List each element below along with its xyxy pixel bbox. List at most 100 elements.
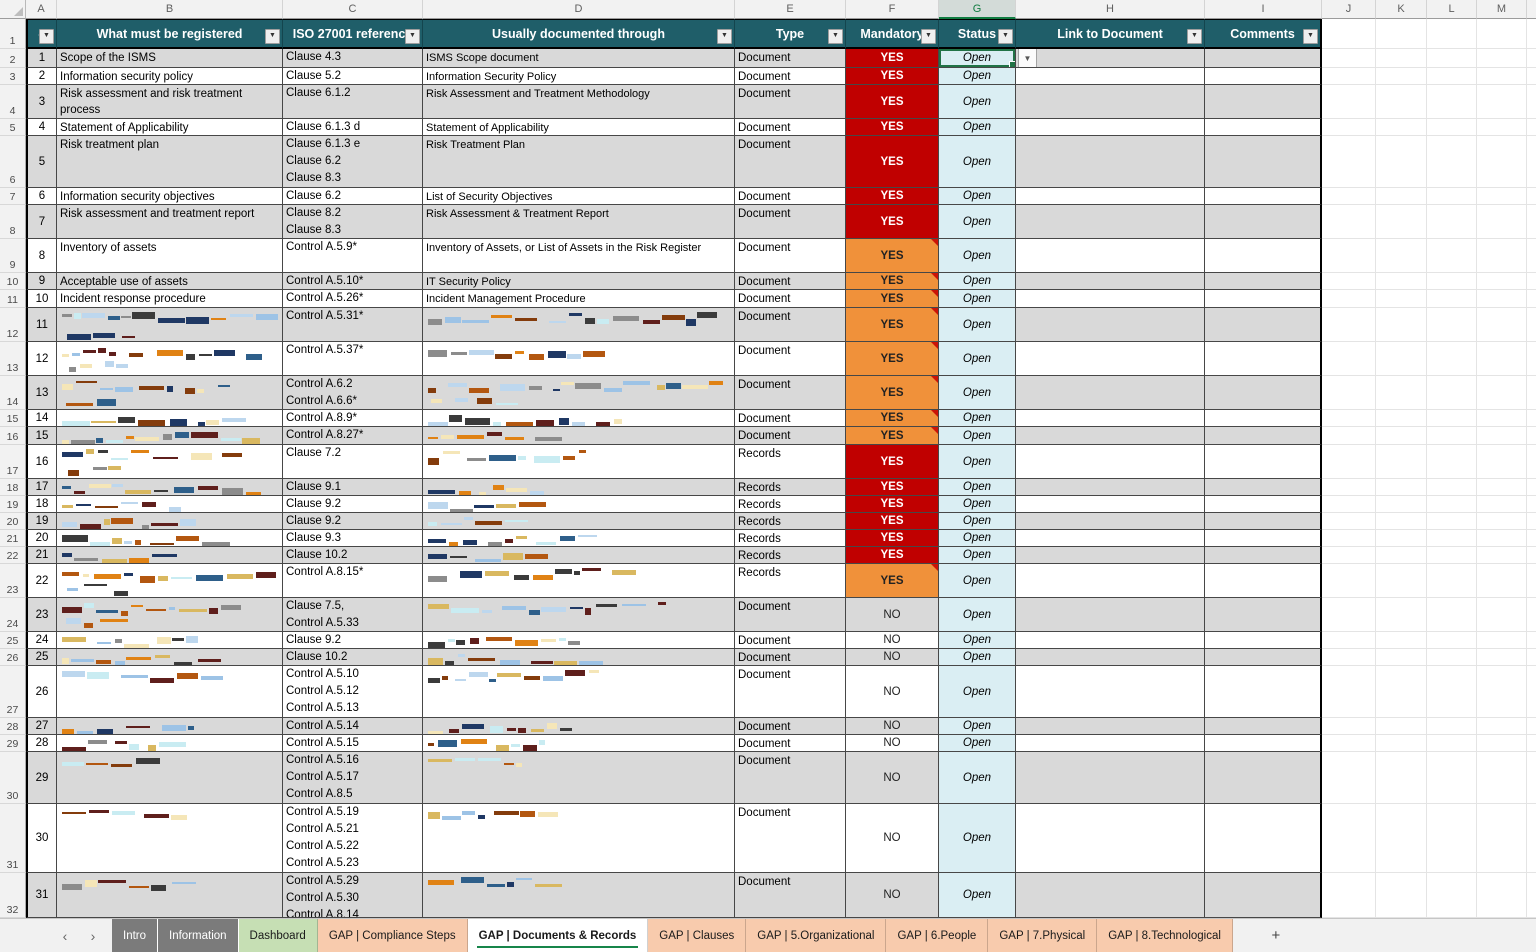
empty-cell[interactable]	[1477, 513, 1527, 530]
empty-cell[interactable]	[1376, 718, 1427, 735]
cell-registered[interactable]	[57, 752, 283, 804]
empty-cell[interactable]	[1322, 598, 1376, 632]
empty-cell[interactable]	[1477, 205, 1527, 239]
row-number[interactable]: 15	[0, 410, 26, 427]
column-header-D[interactable]: D	[423, 0, 735, 19]
cell-documented-through[interactable]	[423, 376, 735, 410]
empty-cell[interactable]	[1376, 68, 1427, 85]
cell-registered[interactable]	[57, 666, 283, 718]
empty-cell[interactable]	[1376, 496, 1427, 513]
cell-item-number[interactable]: 26	[26, 666, 57, 718]
cell-mandatory[interactable]: YES	[846, 273, 939, 290]
cell-comments[interactable]	[1205, 649, 1322, 666]
cell-item-number[interactable]: 30	[26, 804, 57, 873]
empty-cell[interactable]	[1322, 804, 1376, 873]
cell-status[interactable]: Open	[939, 564, 1016, 598]
empty-cell[interactable]	[1427, 188, 1477, 205]
cell-link-to-document[interactable]	[1016, 804, 1205, 873]
cell-mandatory[interactable]: YES	[846, 136, 939, 188]
empty-cell[interactable]	[1376, 49, 1427, 68]
cell-item-number[interactable]: 21	[26, 547, 57, 564]
empty-cell[interactable]	[1322, 496, 1376, 513]
cell-mandatory[interactable]: NO	[846, 735, 939, 752]
column-header-J[interactable]: J	[1322, 0, 1376, 19]
empty-cell[interactable]	[1322, 188, 1376, 205]
cell-iso-reference[interactable]: Control A.5.29 Control A.5.30 Control A.8.…	[283, 873, 423, 918]
cell-link-to-document[interactable]	[1016, 547, 1205, 564]
empty-cell[interactable]	[1427, 68, 1477, 85]
column-header-I[interactable]: I	[1205, 0, 1322, 19]
cell-documented-through[interactable]: Inventory of Assets, or List of Assets i…	[423, 239, 735, 273]
empty-cell[interactable]	[1427, 735, 1477, 752]
column-header-H[interactable]: H	[1016, 0, 1205, 19]
cell-mandatory[interactable]: NO	[846, 718, 939, 735]
cell-type[interactable]: Document	[735, 342, 846, 376]
cell-documented-through[interactable]	[423, 547, 735, 564]
empty-cell[interactable]	[1376, 273, 1427, 290]
cell-item-number[interactable]: 24	[26, 632, 57, 649]
cell-item-number[interactable]: 22	[26, 564, 57, 598]
cell-documented-through[interactable]	[423, 308, 735, 342]
row-number[interactable]: 6	[0, 136, 26, 188]
empty-cell[interactable]	[1427, 49, 1477, 68]
row-number[interactable]: 26	[0, 649, 26, 666]
cell-mandatory[interactable]: YES	[846, 342, 939, 376]
cell-iso-reference[interactable]: Clause 9.3	[283, 530, 423, 547]
cell-type[interactable]: Document	[735, 119, 846, 136]
cell-type[interactable]: Document	[735, 205, 846, 239]
cell-comments[interactable]	[1205, 564, 1322, 598]
cell-type[interactable]: Document	[735, 427, 846, 445]
cell-registered[interactable]: Inventory of assets	[57, 239, 283, 273]
cell-mandatory[interactable]: YES	[846, 530, 939, 547]
empty-cell[interactable]	[1376, 530, 1427, 547]
cell-iso-reference[interactable]: Clause 8.2 Clause 8.3	[283, 205, 423, 239]
cell-type[interactable]: Records	[735, 547, 846, 564]
cell-item-number[interactable]: 4	[26, 119, 57, 136]
cell-link-to-document[interactable]	[1016, 273, 1205, 290]
empty-cell[interactable]	[1477, 598, 1527, 632]
cell-item-number[interactable]: 18	[26, 496, 57, 513]
row-number[interactable]: 18	[0, 479, 26, 496]
cell-link-to-document[interactable]	[1016, 342, 1205, 376]
cell-iso-reference[interactable]: Control A.6.2 Control A.6.6*	[283, 376, 423, 410]
cell-item-number[interactable]: 27	[26, 718, 57, 735]
add-sheet-button[interactable]: +	[1271, 927, 1281, 944]
cell-status[interactable]: Open	[939, 427, 1016, 445]
cell-item-number[interactable]: 12	[26, 342, 57, 376]
cell-link-to-document[interactable]	[1016, 649, 1205, 666]
column-header-A[interactable]: A	[26, 0, 57, 19]
cell-documented-through[interactable]	[423, 873, 735, 918]
empty-cell[interactable]	[1477, 119, 1527, 136]
cell-type[interactable]: Records	[735, 530, 846, 547]
cell-registered[interactable]	[57, 649, 283, 666]
filter-icon[interactable]: ▼	[998, 29, 1013, 44]
cell-status[interactable]: Open	[939, 718, 1016, 735]
cell-iso-reference[interactable]: Control A.5.37*	[283, 342, 423, 376]
cell-registered[interactable]: Risk assessment and risk treatment proce…	[57, 85, 283, 119]
empty-cell[interactable]	[1427, 427, 1477, 445]
empty-cell[interactable]	[1477, 342, 1527, 376]
empty-cell[interactable]	[1427, 273, 1477, 290]
cell-item-number[interactable]: 14	[26, 410, 57, 427]
row-number[interactable]: 31	[0, 804, 26, 873]
column-header-G[interactable]: G	[939, 0, 1016, 19]
empty-cell[interactable]	[1376, 752, 1427, 804]
cell-mandatory[interactable]: YES	[846, 376, 939, 410]
cell-registered[interactable]	[57, 632, 283, 649]
cell-item-number[interactable]: 31	[26, 873, 57, 918]
cell-status[interactable]: Open	[939, 376, 1016, 410]
row-number[interactable]: 22	[0, 547, 26, 564]
row-number[interactable]: 14	[0, 376, 26, 410]
empty-cell[interactable]	[1322, 119, 1376, 136]
empty-cell[interactable]	[1477, 873, 1527, 918]
empty-cell[interactable]	[1376, 342, 1427, 376]
cell-item-number[interactable]: 23	[26, 598, 57, 632]
filter-icon[interactable]: ▼	[717, 29, 732, 44]
empty-cell[interactable]	[1477, 273, 1527, 290]
row-number[interactable]: 3	[0, 68, 26, 85]
empty-cell[interactable]	[1477, 290, 1527, 308]
empty-cell[interactable]	[1427, 530, 1477, 547]
empty-cell[interactable]	[1477, 530, 1527, 547]
cell-item-number[interactable]: 3	[26, 85, 57, 119]
cell-iso-reference[interactable]: Clause 7.2	[283, 445, 423, 479]
